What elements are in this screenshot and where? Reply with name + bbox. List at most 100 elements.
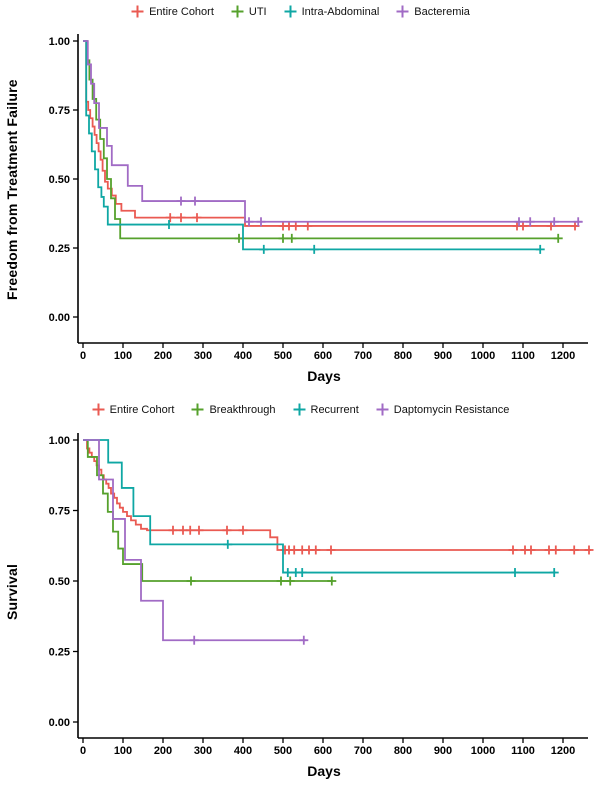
y-axis-title-survival: Survival bbox=[4, 563, 20, 621]
survival-curve bbox=[83, 40, 579, 227]
series-uti bbox=[83, 40, 563, 243]
km-chart-treatment-failure: 0.00 0.25 0.50 0.75 1.00 0 100 200 300 400 500 600 7… bbox=[49, 34, 588, 362]
y-axis-ticks: 0.00 0.25 0.50 0.75 1.00 bbox=[49, 435, 78, 729]
survival-curve bbox=[83, 439, 591, 551]
series-entire-cohort bbox=[83, 40, 580, 231]
legend-label: Recurrent bbox=[310, 403, 359, 416]
x-tick-label: 400 bbox=[234, 745, 252, 757]
censor-plus-icon bbox=[284, 5, 297, 18]
axes bbox=[77, 433, 588, 739]
y-axis-title-treatment-failure: Freedom from Treatment Failure bbox=[4, 79, 20, 301]
x-axis-ticks: 0 100 200 300 400 500 600 700 800 900 1000 1100 1200 bbox=[80, 738, 575, 757]
legend-item-breakthrough: Breakthrough bbox=[190, 402, 276, 417]
y-tick-label: 1.00 bbox=[49, 435, 70, 447]
x-tick-label: 100 bbox=[114, 745, 132, 757]
legend-item-daptomycin-resistance: Daptomycin Resistance bbox=[375, 402, 510, 417]
x-tick-label: 900 bbox=[434, 745, 452, 757]
survival-curve bbox=[83, 439, 556, 574]
censor-marks bbox=[223, 539, 559, 578]
legend-item-intra-abdominal: Intra-Abdominal bbox=[283, 4, 380, 19]
series-entire-cohort bbox=[83, 439, 594, 555]
series-breakthrough bbox=[83, 439, 337, 586]
legend-label: Daptomycin Resistance bbox=[393, 403, 510, 416]
series-daptomycin-resistance bbox=[83, 439, 309, 645]
legend-treatment-failure: Entire Cohort UTI Intra-Abdominal Bacteremi… bbox=[0, 4, 600, 19]
legend-item-entire-cohort: Entire Cohort bbox=[91, 402, 175, 417]
x-tick-label: 500 bbox=[274, 350, 292, 362]
censor-plus-icon bbox=[131, 5, 144, 18]
x-axis-title-days-top: Days bbox=[307, 368, 341, 384]
x-tick-label: 800 bbox=[394, 350, 412, 362]
censor-marks bbox=[176, 196, 583, 227]
x-tick-label: 800 bbox=[394, 745, 412, 757]
x-tick-label: 1100 bbox=[511, 745, 535, 757]
y-tick-label: 0.00 bbox=[49, 312, 70, 324]
legend-label: Entire Cohort bbox=[109, 403, 175, 416]
legend-survival: Entire Cohort Breakthrough Recurrent Daptom… bbox=[0, 402, 600, 417]
y-tick-label: 0.25 bbox=[49, 243, 70, 255]
y-tick-label: 0.50 bbox=[49, 576, 70, 588]
survival-curve bbox=[83, 40, 583, 223]
censor-marks bbox=[165, 213, 580, 231]
x-tick-label: 300 bbox=[194, 350, 212, 362]
censor-plus-icon bbox=[191, 403, 204, 416]
legend-label: Intra-Abdominal bbox=[301, 5, 380, 18]
censor-plus-icon bbox=[92, 403, 105, 416]
survival-curve bbox=[83, 439, 333, 582]
km-figure-survival: Entire Cohort Breakthrough Recurrent Daptom… bbox=[0, 397, 600, 795]
censor-marks bbox=[164, 220, 545, 254]
x-tick-label: 1000 bbox=[471, 745, 495, 757]
x-tick-label: 1200 bbox=[551, 350, 575, 362]
x-tick-label: 0 bbox=[80, 350, 86, 362]
series-intra-abdominal bbox=[83, 40, 545, 254]
legend-label: UTI bbox=[248, 5, 267, 18]
censor-marks bbox=[234, 233, 563, 243]
censor-plus-icon bbox=[396, 5, 409, 18]
legend-item-uti: UTI bbox=[230, 4, 267, 19]
censor-marks bbox=[189, 635, 309, 645]
legend-item-bacteremia: Bacteremia bbox=[395, 4, 470, 19]
y-tick-label: 0.00 bbox=[49, 717, 70, 729]
x-axis-title-days-bottom: Days bbox=[307, 763, 341, 779]
legend-label: Entire Cohort bbox=[149, 5, 214, 18]
km-chart-survival: 0.00 0.25 0.50 0.75 1.00 0 100 200 300 400 500 600 7… bbox=[49, 433, 594, 757]
x-tick-label: 1200 bbox=[551, 745, 575, 757]
series-recurrent bbox=[83, 439, 559, 578]
censor-marks bbox=[186, 576, 337, 586]
survival-curve bbox=[83, 40, 559, 240]
y-tick-label: 0.75 bbox=[49, 105, 70, 117]
y-tick-label: 0.50 bbox=[49, 174, 70, 186]
y-tick-label: 0.25 bbox=[49, 647, 70, 659]
y-tick-label: 1.00 bbox=[49, 36, 70, 48]
x-tick-label: 700 bbox=[354, 745, 372, 757]
x-tick-label: 200 bbox=[154, 350, 172, 362]
km-figure-treatment-failure: Entire Cohort UTI Intra-Abdominal Bacteremi… bbox=[0, 0, 600, 397]
x-tick-label: 400 bbox=[234, 350, 252, 362]
y-tick-label: 0.75 bbox=[49, 506, 70, 518]
x-tick-label: 100 bbox=[114, 350, 132, 362]
x-tick-label: 600 bbox=[314, 745, 332, 757]
survival-curve bbox=[83, 439, 307, 642]
x-tick-label: 200 bbox=[154, 745, 172, 757]
censor-plus-icon bbox=[231, 5, 244, 18]
survival-curve bbox=[83, 40, 541, 251]
x-tick-label: 1000 bbox=[471, 350, 495, 362]
legend-label: Bacteremia bbox=[414, 5, 470, 18]
censor-plus-icon bbox=[376, 403, 389, 416]
series-bacteremia bbox=[83, 40, 583, 227]
x-tick-label: 300 bbox=[194, 745, 212, 757]
censor-marks bbox=[168, 525, 594, 555]
x-tick-label: 500 bbox=[274, 745, 292, 757]
x-tick-label: 700 bbox=[354, 350, 372, 362]
legend-item-recurrent: Recurrent bbox=[292, 402, 359, 417]
axes bbox=[77, 34, 588, 344]
censor-plus-icon bbox=[293, 403, 305, 416]
x-tick-label: 600 bbox=[314, 350, 332, 362]
x-tick-label: 900 bbox=[434, 350, 452, 362]
x-axis-ticks: 0 100 200 300 400 500 600 700 800 900 1000 1100 1200 bbox=[80, 343, 575, 362]
legend-label: Breakthrough bbox=[209, 403, 276, 416]
legend-item-entire-cohort: Entire Cohort bbox=[130, 4, 214, 19]
x-tick-label: 0 bbox=[80, 745, 86, 757]
x-tick-label: 1100 bbox=[511, 350, 535, 362]
